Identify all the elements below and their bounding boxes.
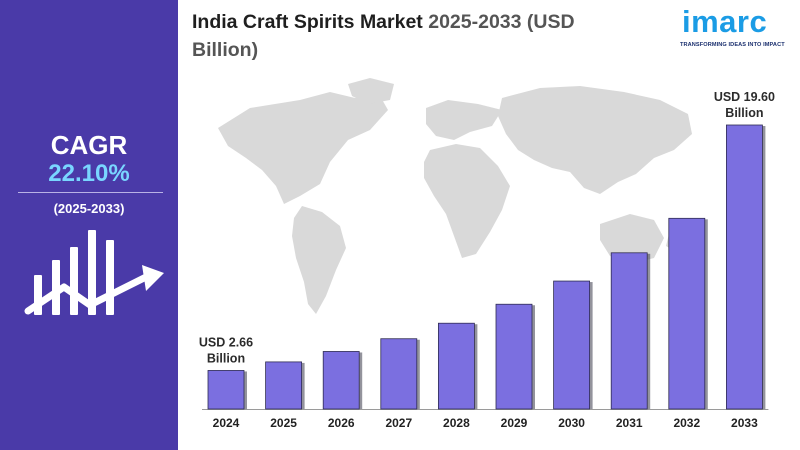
bar-2027 — [380, 338, 418, 410]
title-unit: Billion) — [192, 39, 259, 61]
title-range: 2025-2033 (USD — [428, 11, 575, 33]
value-callout: USD 2.66 — [199, 335, 253, 349]
bar-2025 — [265, 361, 302, 410]
logo-tagline: TRANSFORMING IDEAS INTO IMPACT — [680, 42, 785, 48]
bar-2031 — [610, 252, 648, 410]
x-tick-label: 2031 — [616, 416, 643, 430]
bar-chart: 2024 2025 2026 2027 2028 2029 2030 2031 2032 2033… — [199, 78, 775, 430]
chart-title: India Craft Spirits Market 2025-2033 (US… — [192, 8, 662, 64]
x-tick-label: 2032 — [673, 416, 700, 430]
value-callout: Billion — [725, 106, 763, 120]
cagr-value: 22.10% — [48, 160, 130, 187]
value-callout: Billion — [207, 351, 245, 365]
sidebar-panel: CAGR 22.10% (2025-2033) — [0, 0, 178, 450]
bar-2032 — [668, 217, 706, 410]
bar-2028 — [437, 322, 475, 410]
title-main: India Craft Spirits Market — [192, 11, 423, 33]
x-tick-label: 2030 — [558, 416, 585, 430]
bar-2029 — [495, 303, 533, 410]
imarc-logo: imarc TRANSFORMING IDEAS INTO IMPACT — [672, 4, 794, 54]
x-tick-label: 2024 — [213, 416, 240, 430]
logo-wordmark: imarc — [682, 4, 768, 39]
value-callout: USD 19.60 — [714, 90, 775, 104]
x-tick-label: 2028 — [443, 416, 470, 430]
cagr-label: CAGR — [50, 130, 128, 160]
bar-2026 — [322, 351, 360, 410]
x-tick-label: 2025 — [270, 416, 297, 430]
bar-2033 — [726, 124, 763, 410]
bar-2030 — [553, 280, 591, 410]
cagr-period: (2025-2033) — [53, 201, 125, 216]
x-tick-label: 2033 — [731, 416, 758, 430]
bar-2024 — [207, 370, 245, 410]
cagr-divider — [18, 192, 163, 193]
world-map-background — [218, 78, 692, 314]
x-tick-label: 2027 — [385, 416, 412, 430]
x-tick-label: 2026 — [328, 416, 355, 430]
x-tick-label: 2029 — [501, 416, 528, 430]
growth-chart-icon — [24, 230, 164, 315]
